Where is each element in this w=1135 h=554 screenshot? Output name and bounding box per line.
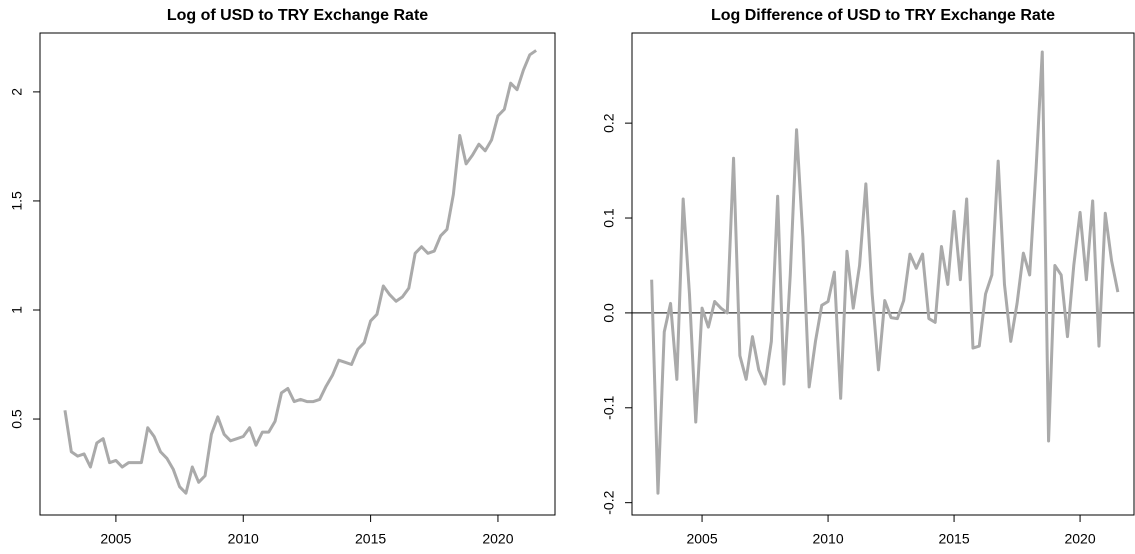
y-tick-label: 0.2 — [601, 113, 617, 133]
x-tick-label: 2015 — [355, 531, 386, 547]
data-line — [650, 50, 1120, 495]
chart-title: Log of USD to TRY Exchange Rate — [167, 7, 428, 24]
x-tick-label: 2010 — [812, 531, 843, 547]
x-tick-label: 2020 — [1064, 531, 1095, 547]
data-line — [63, 49, 537, 495]
y-tick-label: 1 — [9, 306, 25, 314]
plot-frame — [39, 32, 556, 516]
plot-frame — [631, 32, 1135, 516]
x-tick-label: 2005 — [686, 531, 717, 547]
y-tick-label: 2 — [9, 88, 25, 96]
y-tick-label: 0.5 — [9, 409, 25, 429]
y-tick-label: -0.1 — [601, 396, 617, 420]
x-tick-label: 2010 — [228, 531, 259, 547]
y-tick-label: 1.5 — [9, 191, 25, 211]
x-tick-label: 2005 — [100, 531, 131, 547]
x-tick-label: 2020 — [482, 531, 513, 547]
y-tick-label: 0.1 — [601, 208, 617, 228]
y-tick-label: 0.0 — [601, 303, 617, 323]
chart-title: Log Difference of USD to TRY Exchange Ra… — [711, 7, 1055, 24]
y-tick-label: -0.2 — [601, 490, 617, 514]
x-tick-label: 2015 — [938, 531, 969, 547]
